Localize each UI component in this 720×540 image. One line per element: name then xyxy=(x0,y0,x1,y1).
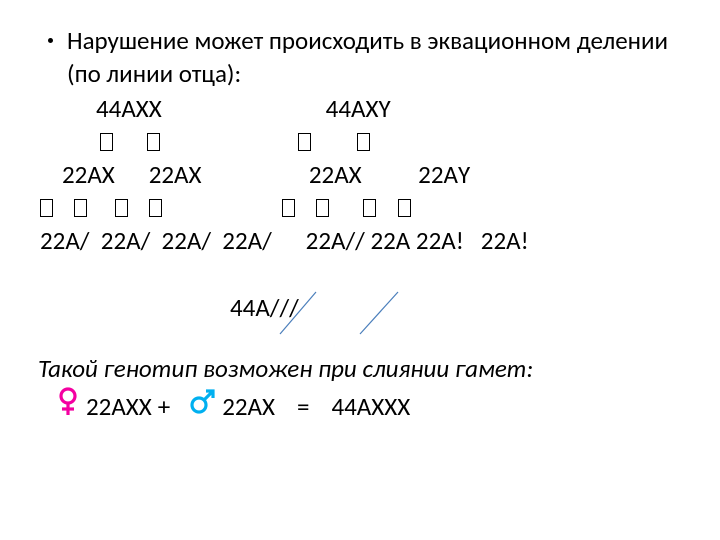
missing-glyph-icon xyxy=(396,191,412,224)
missing-glyph-icon xyxy=(148,191,164,224)
bullet-text: Нарушение может происходить в эквационно… xyxy=(67,24,700,90)
female-icon xyxy=(56,387,80,425)
genotype-row-arrows-2 xyxy=(38,191,700,224)
equation-plus: + xyxy=(158,390,170,423)
equation-equals: = xyxy=(297,390,309,423)
slide-root: Нарушение может происходить в эквационно… xyxy=(0,0,720,540)
missing-glyph-icon xyxy=(315,191,331,224)
missing-glyph-icon xyxy=(38,191,54,224)
spacer xyxy=(20,257,700,291)
equation-line: 22АХХ + 22АХ = 44АХХХ xyxy=(56,387,700,425)
bullet-dot xyxy=(48,38,53,43)
missing-glyph-icon xyxy=(362,191,378,224)
slide-bullet: Нарушение может происходить в эквационно… xyxy=(48,24,700,90)
spacer xyxy=(20,324,700,352)
male-icon xyxy=(188,388,216,424)
genotype-row-arrows-1 xyxy=(86,125,700,158)
missing-glyph-icon xyxy=(356,125,372,158)
genotype-row-stage3: 22А/ 22А/ 22А/ 22А/ 22А// 22А 22А! 22А! xyxy=(40,224,700,257)
genotype-row-parents: 44АХХ 44АХY xyxy=(96,92,700,125)
conclusion-text: Такой генотип возможен при слиянии гамет… xyxy=(38,352,700,385)
genotype-row-stage2: 22АХ 22АХ 22АХ 22АY xyxy=(62,158,700,191)
missing-glyph-icon xyxy=(145,125,161,158)
missing-glyph-icon xyxy=(98,125,114,158)
missing-glyph-icon xyxy=(113,191,129,224)
equation-gamete-1: 22АХХ xyxy=(86,390,152,423)
missing-glyph-icon xyxy=(296,125,312,158)
genotype-row-result: 44А/// xyxy=(230,291,700,324)
equation-result: 44АХХХ xyxy=(331,390,410,423)
equation-gamete-2: 22АХ xyxy=(222,390,275,423)
missing-glyph-icon xyxy=(280,191,296,224)
missing-glyph-icon xyxy=(72,191,88,224)
